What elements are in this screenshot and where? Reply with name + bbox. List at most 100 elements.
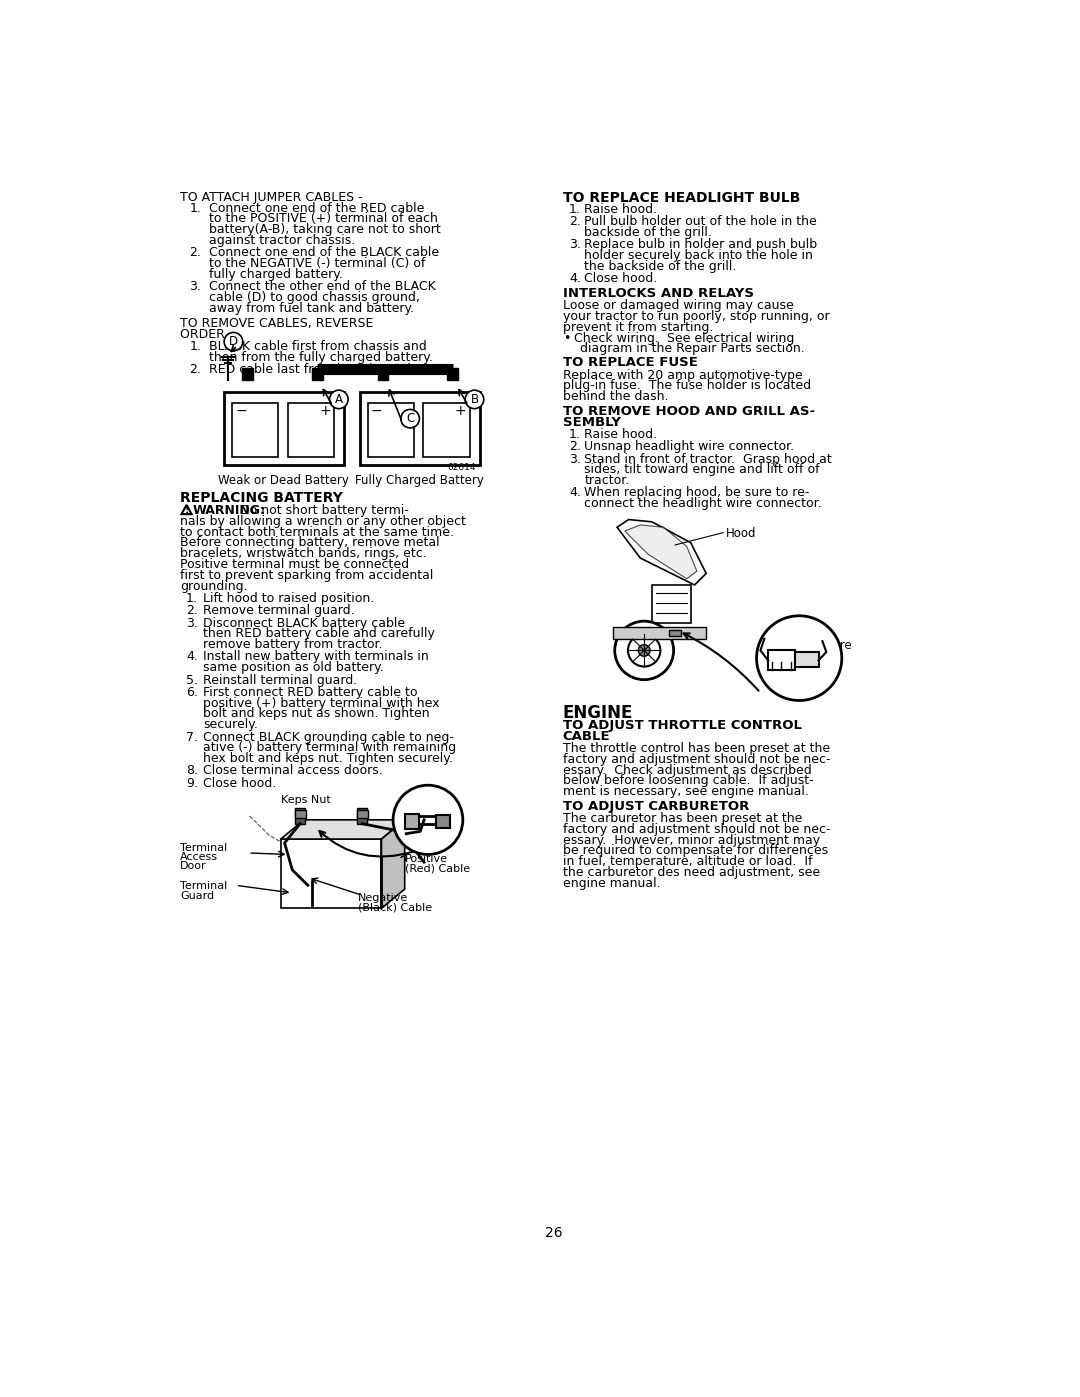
Text: Replace bulb in holder and push bulb: Replace bulb in holder and push bulb (584, 239, 818, 251)
Bar (795, 652, 819, 668)
Text: bracelets, wristwatch bands, rings, etc.: bracelets, wristwatch bands, rings, etc. (180, 548, 427, 560)
Text: 3.: 3. (569, 453, 581, 465)
Text: 3.: 3. (186, 616, 198, 630)
Text: 1.: 1. (189, 339, 201, 353)
Text: bolt and keps nut as shown. Tighten: bolt and keps nut as shown. Tighten (203, 707, 430, 721)
Text: Reinstall terminal guard.: Reinstall terminal guard. (203, 673, 357, 686)
Bar (312, 367, 323, 380)
Bar (287, 404, 334, 457)
Text: 5.: 5. (186, 673, 198, 686)
Circle shape (465, 390, 484, 409)
Text: SEMBLY: SEMBLY (563, 415, 621, 429)
Text: Pull bulb holder out of the hole in the: Pull bulb holder out of the hole in the (584, 215, 818, 228)
Text: Do not short battery termi-: Do not short battery termi- (235, 504, 408, 517)
Bar (295, 810, 306, 817)
Text: holder securely back into the hole in: holder securely back into the hole in (584, 249, 813, 263)
Text: 2.: 2. (189, 246, 201, 260)
Text: Door: Door (180, 862, 206, 872)
Text: 2.: 2. (186, 605, 198, 617)
Text: TO ADJUST THROTTLE CONTROL: TO ADJUST THROTTLE CONTROL (563, 719, 801, 732)
Text: 26: 26 (544, 1227, 563, 1241)
Text: TO REPLACE FUSE: TO REPLACE FUSE (563, 356, 698, 369)
Text: The carburetor has been preset at the: The carburetor has been preset at the (563, 812, 802, 826)
Text: be required to compensate for differences: be required to compensate for difference… (563, 844, 828, 858)
Text: 9.: 9. (186, 777, 198, 789)
Text: essary.  However, minor adjustment may: essary. However, minor adjustment may (563, 834, 820, 847)
Text: −: − (235, 404, 247, 418)
Text: Stand in front of tractor.  Grasp hood at: Stand in front of tractor. Grasp hood at (584, 453, 833, 465)
Circle shape (393, 785, 463, 855)
Text: First connect RED battery cable to: First connect RED battery cable to (203, 686, 418, 698)
Bar (242, 367, 253, 380)
Text: 02614: 02614 (447, 464, 476, 472)
Text: D: D (229, 335, 238, 348)
Text: Weak or Dead Battery: Weak or Dead Battery (218, 474, 349, 488)
Text: (Red) Cable: (Red) Cable (405, 863, 470, 873)
Text: Hood: Hood (726, 527, 756, 541)
Text: diagram in the Repair Parts section.: diagram in the Repair Parts section. (580, 342, 805, 355)
Text: INTERLOCKS AND RELAYS: INTERLOCKS AND RELAYS (563, 286, 754, 300)
Circle shape (225, 332, 243, 351)
Text: away from fuel tank and battery.: away from fuel tank and battery. (210, 302, 415, 314)
Text: Connect the other end of the BLACK: Connect the other end of the BLACK (210, 279, 436, 293)
Text: against tractor chassis.: against tractor chassis. (210, 233, 355, 247)
Text: Connector: Connector (765, 648, 825, 661)
Text: ENGINE: ENGINE (563, 704, 633, 722)
Text: Close hood.: Close hood. (584, 272, 658, 285)
Text: BLACK cable first from chassis and: BLACK cable first from chassis and (210, 339, 428, 353)
Circle shape (627, 634, 660, 666)
Text: 7.: 7. (186, 731, 198, 743)
Bar (367, 404, 414, 457)
Text: Remove terminal guard.: Remove terminal guard. (203, 605, 355, 617)
Polygon shape (613, 627, 706, 638)
Text: 2.: 2. (569, 215, 581, 228)
Circle shape (615, 622, 674, 680)
Text: nals by allowing a wrench or any other object: nals by allowing a wrench or any other o… (180, 515, 465, 528)
Text: the backside of the grill.: the backside of the grill. (584, 260, 737, 272)
Text: prevent it from starting.: prevent it from starting. (563, 321, 713, 334)
Text: ORDER -: ORDER - (180, 328, 233, 341)
Text: Loose or damaged wiring may cause: Loose or damaged wiring may cause (563, 299, 794, 313)
Text: TO ADJUST CARBURETOR: TO ADJUST CARBURETOR (563, 800, 750, 813)
Text: then RED battery cable and carefully: then RED battery cable and carefully (203, 627, 435, 640)
Bar (405, 813, 419, 828)
Text: tractor.: tractor. (584, 474, 630, 488)
Text: Positive terminal must be connected: Positive terminal must be connected (180, 557, 409, 571)
Polygon shape (281, 820, 405, 840)
Text: Close terminal access doors.: Close terminal access doors. (203, 764, 383, 777)
Circle shape (757, 616, 841, 700)
Text: Terminal: Terminal (180, 882, 227, 891)
Text: 3.: 3. (569, 239, 581, 251)
Text: 1.: 1. (189, 201, 201, 215)
Text: first to prevent sparking from accidental: first to prevent sparking from accidenta… (180, 569, 433, 581)
Text: Negative: Negative (359, 893, 408, 902)
Text: behind the dash.: behind the dash. (563, 390, 669, 404)
Text: Disconnect BLACK battery cable: Disconnect BLACK battery cable (203, 616, 405, 630)
Text: to contact both terminals at the same time.: to contact both terminals at the same ti… (180, 525, 454, 539)
Bar (768, 651, 795, 669)
Text: TO REPLACE HEADLIGHT BULB: TO REPLACE HEADLIGHT BULB (563, 191, 800, 205)
Text: Headlight Wire: Headlight Wire (765, 638, 852, 652)
Text: cable (D) to good chassis ground,: cable (D) to good chassis ground, (210, 291, 420, 303)
Text: Terminal: Terminal (180, 842, 227, 854)
Text: Guard: Guard (180, 891, 214, 901)
Text: Positive: Positive (405, 855, 448, 865)
Text: Before connecting battery, remove metal: Before connecting battery, remove metal (180, 536, 440, 549)
Text: •: • (563, 331, 570, 345)
Polygon shape (625, 525, 697, 578)
Text: Unsnap headlight wire connector.: Unsnap headlight wire connector. (584, 440, 795, 453)
Text: Replace with 20 amp automotive-type: Replace with 20 amp automotive-type (563, 369, 802, 381)
Text: Close hood.: Close hood. (203, 777, 276, 789)
Polygon shape (652, 585, 691, 623)
Text: !: ! (185, 506, 189, 515)
Text: Connect one end of the RED cable: Connect one end of the RED cable (210, 201, 424, 215)
Circle shape (401, 409, 419, 427)
Text: 8.: 8. (186, 764, 198, 777)
Text: WARNING:: WARNING: (192, 504, 266, 517)
Text: Raise hood.: Raise hood. (584, 427, 658, 441)
Text: factory and adjustment should not be nec-: factory and adjustment should not be nec… (563, 823, 831, 835)
Text: Hex Bolt: Hex Bolt (404, 795, 451, 805)
Text: essary.  Check adjustment as described: essary. Check adjustment as described (563, 764, 811, 777)
Text: CABLE: CABLE (563, 729, 610, 743)
Text: fully charged battery.: fully charged battery. (210, 268, 343, 281)
